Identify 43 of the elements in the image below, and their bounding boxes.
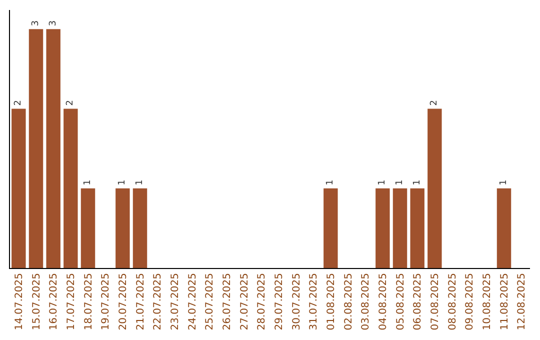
x-tick-label: 14.07.2025 xyxy=(14,273,25,330)
x-tick-label: 27.07.2025 xyxy=(239,273,250,330)
x-tick-label: 25.07.2025 xyxy=(204,273,216,330)
data-label: 2 xyxy=(66,100,76,106)
data-label: 1 xyxy=(83,180,93,186)
x-tick-label: 15.07.2025 xyxy=(31,273,42,330)
x-tick-label: 02.08.2025 xyxy=(343,273,354,330)
x-tick-label: 06.08.2025 xyxy=(412,273,424,330)
x-tick-label: 26.07.2025 xyxy=(222,273,233,330)
data-label: 1 xyxy=(378,180,388,186)
x-tick-label: 29.07.2025 xyxy=(274,273,285,330)
x-tick-label: 08.08.2025 xyxy=(447,273,458,330)
x-tick-label: 09.08.2025 xyxy=(464,273,476,330)
x-tick-label: 10.08.2025 xyxy=(482,273,493,330)
x-tick-label: 31.07.2025 xyxy=(308,273,320,330)
data-label: 1 xyxy=(326,180,336,186)
x-tick-label: 03.08.2025 xyxy=(360,273,372,330)
x-tick-label: 01.08.2025 xyxy=(326,273,337,330)
x-tick-label: 30.07.2025 xyxy=(291,273,302,330)
x-tick-label: 23.07.2025 xyxy=(170,273,181,330)
x-tick-label: 22.07.2025 xyxy=(152,273,164,330)
x-tick-label: 04.08.2025 xyxy=(378,273,389,330)
data-label: 3 xyxy=(48,20,58,26)
x-tick-label: 20.07.2025 xyxy=(118,273,129,330)
x-tick-label: 19.07.2025 xyxy=(100,273,112,330)
x-tick-label: 17.07.2025 xyxy=(66,273,77,330)
x-tick-label: 24.07.2025 xyxy=(187,273,198,330)
x-tick-label: 28.07.2025 xyxy=(256,273,268,330)
x-tick-label: 12.08.2025 xyxy=(516,273,528,330)
x-tick-label: 16.07.2025 xyxy=(48,273,60,330)
data-label: 1 xyxy=(499,180,509,186)
data-label: 1 xyxy=(395,180,405,186)
data-label: 1 xyxy=(118,180,128,186)
x-tick-label: 21.07.2025 xyxy=(135,273,146,330)
x-tick-label: 05.08.2025 xyxy=(395,273,406,330)
data-label: 1 xyxy=(135,180,145,186)
data-label: 1 xyxy=(412,180,422,186)
x-tick-label: 07.08.2025 xyxy=(430,273,441,330)
data-label: 2 xyxy=(430,100,440,106)
x-tick-label: 11.08.2025 xyxy=(499,273,510,330)
x-tick-label: 18.07.2025 xyxy=(83,273,94,330)
data-label: 2 xyxy=(14,100,24,106)
data-label: 3 xyxy=(31,20,41,26)
